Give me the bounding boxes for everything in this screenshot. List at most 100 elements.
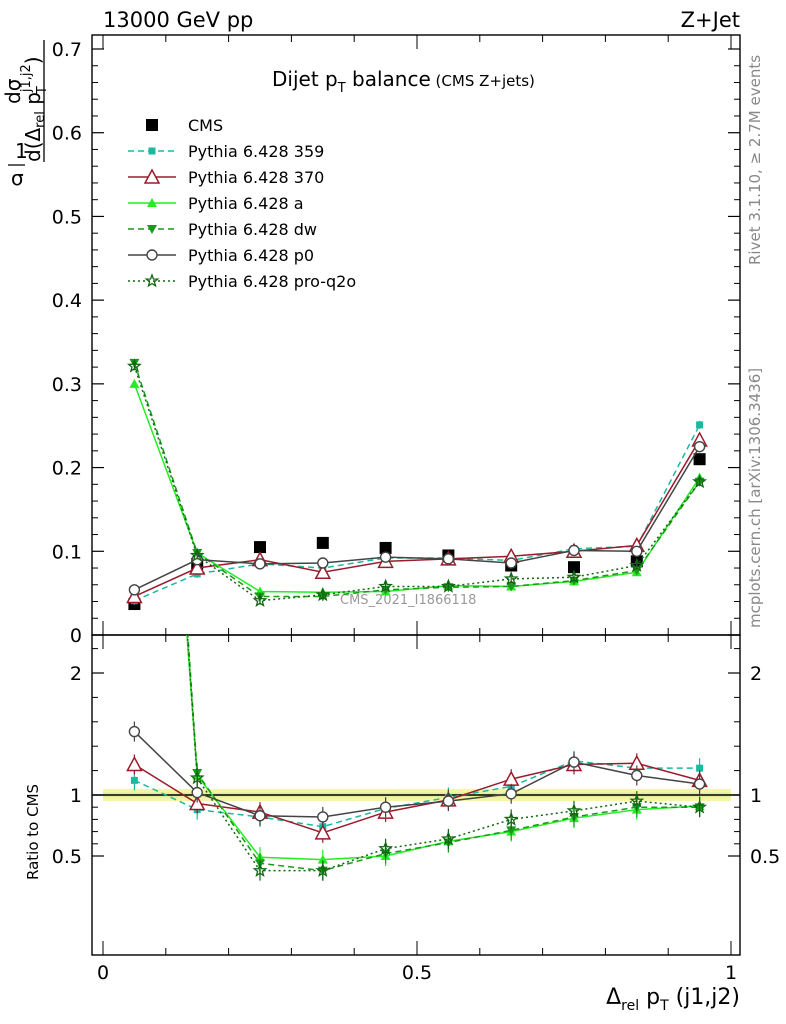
main-data-point [442, 553, 455, 565]
ratio-data-point [378, 840, 394, 855]
main-y-tick-label: 0 [70, 625, 82, 647]
ratio-series-5 [186, 635, 708, 881]
ratio-data-point [693, 778, 706, 790]
legend-label: Pythia 6.428 pro-q2o [188, 272, 356, 291]
energy-label: 13000 GeV pp [103, 8, 253, 32]
main-data-point [693, 440, 706, 453]
legend-marker [147, 198, 157, 207]
watermark: CMS_2021_I1866118 [340, 593, 476, 608]
legend-marker [147, 225, 157, 234]
main-series-line [134, 424, 701, 602]
legend-entry: Pythia 6.428 a [128, 194, 304, 213]
legend-marker [143, 168, 161, 184]
legend-marker [148, 147, 156, 155]
rivet-version-label: Rivet 3.1.10, ≥ 2.7M events [746, 55, 764, 265]
main-data-point [631, 545, 643, 557]
main-data-point [692, 473, 708, 489]
ratio-data-point [130, 776, 138, 784]
legend-entry: Pythia 6.428 359 [128, 142, 324, 161]
ratio-data-point [440, 831, 456, 846]
svg-text:dσ: dσ [1, 78, 25, 104]
x-tick-label: 0 [97, 962, 109, 984]
legend-label: Pythia 6.428 370 [188, 168, 324, 187]
legend-label: Pythia 6.428 p0 [188, 246, 314, 265]
main-series-line [133, 362, 701, 598]
ratio-data-point [629, 793, 645, 808]
legend-label: CMS [188, 116, 223, 135]
legend-marker [146, 249, 158, 261]
ratio-data-point [696, 764, 704, 772]
ratio-series-line [134, 762, 700, 834]
x-tick-label: 0.5 [402, 962, 432, 984]
ratio-series-layer [126, 635, 708, 881]
ratio-data-point [568, 756, 580, 768]
main-data-point [126, 587, 143, 604]
main-data-point [317, 557, 329, 569]
ratio-data-point [315, 862, 331, 877]
main-axes: 0 0.1 0.2 0.3 0.4 0.5 0.6 0.7 [52, 35, 740, 647]
main-data-point [568, 544, 580, 557]
ratio-y-axis-label: Ratio to CMS [24, 784, 42, 880]
main-data-point [254, 558, 266, 570]
svg-text:σ: σ [11, 166, 24, 190]
mcplots-label: mcplots.cern.ch [arXiv:1306.3436] [746, 368, 764, 628]
legend: CMS Pythia 6.428 359 Pythia 6.428 370 Pythi… [128, 116, 356, 291]
main-data-point [693, 453, 706, 466]
main-series-1 [130, 420, 704, 605]
ratio-series-4 [128, 721, 706, 827]
main-series-line [134, 439, 701, 598]
ratio-data-point [442, 795, 455, 807]
main-data-point [629, 557, 645, 572]
main-data-point [316, 536, 329, 549]
main-series-layer [126, 358, 708, 611]
main-data-point [129, 378, 140, 388]
main-data-point [378, 578, 394, 593]
main-data-point [314, 563, 332, 579]
ratio-y-tick-label: 2 [70, 663, 82, 685]
ratio-y-tick-label-right: 1 [750, 785, 762, 807]
main-series-5 [128, 440, 706, 596]
main-y-tick-label: 0.1 [52, 541, 82, 563]
legend-entry: Pythia 6.428 p0 [128, 246, 314, 265]
main-data-point [566, 569, 582, 584]
ratio-data-point [191, 786, 203, 799]
ratio-axes: 0.5 0.5 1 1 2 2 0 0.5 1 [52, 635, 780, 984]
ratio-data-point [692, 799, 708, 814]
main-data-point [379, 541, 392, 554]
main-y-axis-label: 1 σ d(Δrel pj1,j2T) dσ [1, 40, 50, 190]
main-data-point [440, 578, 456, 593]
ratio-data-point [252, 862, 268, 877]
ratio-data-point [505, 788, 517, 800]
ratio-data-point [188, 794, 206, 811]
main-series-line [134, 446, 701, 591]
legend-marker [144, 273, 160, 288]
ratio-data-point [254, 810, 266, 822]
ratio-series-line [186, 635, 700, 872]
ratio-y-tick-label-right: 2 [750, 663, 762, 685]
ratio-data-point [317, 811, 329, 823]
main-data-point [506, 582, 517, 592]
ratio-y-tick-label-right: 0.5 [750, 846, 780, 868]
ratio-series-line [133, 731, 700, 818]
ratio-data-point [566, 803, 582, 818]
process-label: Z+Jet [681, 8, 740, 32]
main-data-point [128, 584, 141, 596]
main-data-point [188, 559, 206, 575]
main-y-tick-label: 0.7 [52, 39, 82, 61]
legend-entry: Pythia 6.428 pro-q2o [128, 272, 356, 291]
ratio-data-point [128, 725, 141, 738]
svg-text:d(Δrel pj1,j2T): d(Δrel pj1,j2T) [19, 56, 50, 162]
x-tick-label: 1 [725, 962, 737, 984]
ratio-series-line [187, 635, 700, 872]
main-data-point [505, 557, 517, 569]
main-data-point [254, 541, 266, 554]
main-data-point [696, 421, 704, 429]
legend-marker [146, 119, 158, 131]
main-series-2 [126, 431, 708, 604]
ratio-data-point [503, 811, 519, 826]
main-data-point [568, 561, 580, 574]
main-y-tick-label: 0.2 [52, 458, 82, 480]
svg-text:1: 1 [15, 139, 28, 163]
legend-label: Pythia 6.428 dw [188, 220, 317, 239]
main-y-tick-label: 0.5 [52, 206, 82, 228]
